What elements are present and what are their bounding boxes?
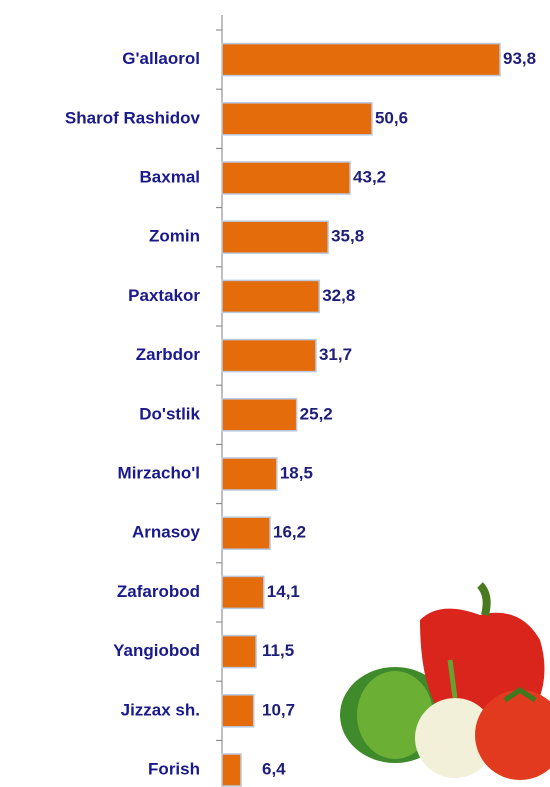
y-tick-label: Yangiobod: [113, 641, 200, 660]
bar: [222, 221, 328, 253]
y-tick-label: Zafarobod: [117, 582, 200, 601]
bar: [222, 458, 277, 490]
value-label: 93,8: [503, 49, 536, 68]
y-tick-label: Jizzax sh.: [121, 700, 200, 719]
bar: [222, 695, 254, 727]
y-tick-label: Paxtakor: [128, 286, 200, 305]
y-tick-label: Mirzacho'l: [118, 463, 200, 482]
value-label: 18,5: [280, 463, 313, 482]
bar: [222, 636, 256, 668]
value-label: 50,6: [375, 108, 408, 127]
y-tick-label: Do'stlik: [139, 404, 200, 423]
chart: G'allaorol 93,8 Sharof Rashidov 50,6 Baxmal 4…: [0, 0, 550, 787]
bar: [222, 399, 297, 431]
value-label: 31,7: [319, 345, 352, 364]
value-label: 43,2: [353, 167, 386, 186]
y-tick-label: G'allaorol: [122, 49, 200, 68]
vegetables-illustration: [340, 585, 550, 780]
bar: [222, 340, 316, 372]
y-tick-label: Baxmal: [140, 167, 200, 186]
y-tick-label: Zomin: [149, 227, 200, 246]
y-tick-label: Sharof Rashidov: [65, 108, 201, 127]
bar: [222, 162, 350, 194]
value-label: 6,4: [262, 759, 286, 778]
bar: [222, 44, 500, 76]
y-tick-label: Forish: [148, 759, 200, 778]
y-tick-label: Zarbdor: [136, 345, 201, 364]
value-label: 25,2: [300, 404, 333, 423]
bar: [222, 280, 319, 312]
y-tick-label: Arnasoy: [132, 523, 201, 542]
value-label: 35,8: [331, 227, 364, 246]
bar: [222, 517, 270, 549]
value-label: 14,1: [267, 582, 300, 601]
value-label: 32,8: [322, 286, 355, 305]
value-label: 16,2: [273, 523, 306, 542]
value-label: 10,7: [262, 700, 295, 719]
bar: [222, 576, 264, 608]
value-label: 11,5: [262, 641, 294, 660]
bar: [222, 754, 241, 786]
bar: [222, 103, 372, 135]
